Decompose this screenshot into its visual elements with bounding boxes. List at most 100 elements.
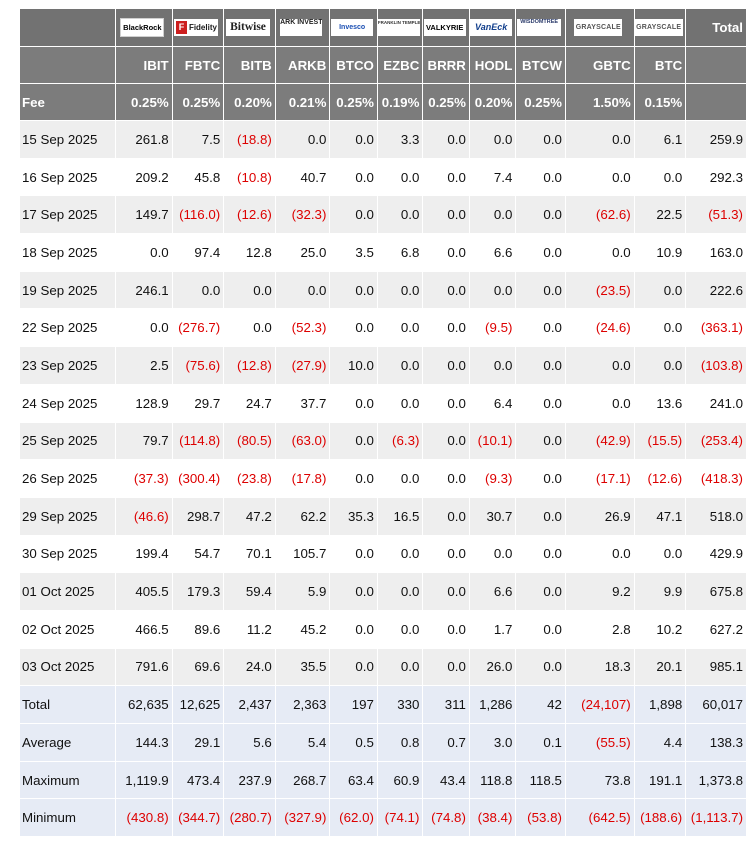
- logo-row-corner: [20, 9, 116, 46]
- flow-cell: 405.5: [116, 573, 172, 610]
- table-row: 19 Sep 2025 246.1 0.0 0.0 0.0 0.0 0.0 0.0 0.0 0.0…: [20, 271, 746, 309]
- flow-cell: 0.0: [330, 158, 377, 196]
- grayscale-gbtc-logo: GRAYSCALE: [574, 19, 623, 36]
- summary-cell: (327.9): [275, 799, 330, 837]
- flow-cell: 0.0: [330, 309, 377, 347]
- blackrock-logo: BlackRock: [120, 18, 165, 37]
- flow-cell: 0.0: [516, 610, 565, 648]
- flow-cell: 89.6: [172, 610, 224, 648]
- row-date: 18 Sep 2025: [20, 234, 116, 271]
- summary-label: Minimum: [20, 799, 116, 837]
- flow-cell: 0.0: [423, 422, 469, 460]
- ark-logo: ARK INVEST: [280, 19, 323, 36]
- table-row: 25 Sep 2025 79.7 (114.8) (80.5) (63.0) 0.0 (6.…: [20, 422, 746, 460]
- flow-cell: 29.7: [172, 384, 224, 422]
- table-row: 02 Oct 2025 466.5 89.6 11.2 45.2 0.0 0.0 0.0 1.7…: [20, 610, 746, 648]
- row-total-cell: (418.3): [686, 460, 746, 497]
- row-total-cell: 163.0: [686, 234, 746, 271]
- flow-cell: (9.3): [469, 460, 516, 497]
- ticker-header: HODL: [469, 47, 516, 83]
- flow-cell: 0.0: [423, 573, 469, 610]
- row-date: 17 Sep 2025: [20, 196, 116, 234]
- ticker-header: EZBC: [377, 47, 423, 83]
- flow-cell: 149.7: [116, 196, 172, 234]
- flow-cell: 0.0: [565, 535, 634, 573]
- summary-label: Maximum: [20, 761, 116, 799]
- row-total-cell: 292.3: [686, 158, 746, 196]
- flow-cell: 0.0: [516, 234, 565, 271]
- flow-cell: 6.6: [469, 573, 516, 610]
- grayscale-btc-logo: GRAYSCALE: [634, 19, 683, 36]
- fee-label: Fee: [20, 84, 116, 120]
- flow-cell: 30.7: [469, 497, 516, 535]
- flow-cell: 199.4: [116, 535, 172, 573]
- issuer-logo-cell: F Fidelity: [172, 9, 224, 46]
- fee-value: 0.19%: [377, 84, 423, 120]
- summary-cell: (430.8): [116, 799, 172, 837]
- flow-cell: 0.0: [224, 309, 275, 347]
- summary-cell: 1,373.8: [686, 761, 746, 799]
- issuer-logo-cell: BlackRock: [116, 9, 172, 46]
- flow-cell: 0.0: [330, 610, 377, 648]
- flow-cell: 0.0: [469, 271, 516, 309]
- flow-cell: 0.0: [377, 384, 423, 422]
- flow-cell: 18.3: [565, 648, 634, 686]
- issuer-logo-cell: Bitwise: [224, 9, 275, 46]
- summary-cell: 43.4: [423, 761, 469, 799]
- flow-cell: 0.0: [330, 196, 377, 234]
- summary-cell: 311: [423, 686, 469, 723]
- fee-value: 0.25%: [116, 84, 172, 120]
- flow-cell: 0.0: [377, 460, 423, 497]
- ticker-header: BITB: [224, 47, 275, 83]
- flow-cell: 45.2: [275, 610, 330, 648]
- flow-cell: 0.0: [634, 158, 686, 196]
- flow-cell: 12.8: [224, 234, 275, 271]
- summary-cell: 60.9: [377, 761, 423, 799]
- flow-cell: 7.4: [469, 158, 516, 196]
- row-date: 15 Sep 2025: [20, 121, 116, 158]
- table-row: 23 Sep 2025 2.5 (75.6) (12.8) (27.9) 10.0 0.0 0…: [20, 347, 746, 384]
- flow-cell: 0.0: [377, 573, 423, 610]
- flow-cell: 0.0: [565, 384, 634, 422]
- issuer-logo-cell: FRANKLIN TEMPLETON: [377, 9, 423, 46]
- flow-cell: 2.5: [116, 347, 172, 384]
- fee-value: 0.20%: [224, 84, 275, 120]
- flow-cell: 37.7: [275, 384, 330, 422]
- summary-cell: 1,119.9: [116, 761, 172, 799]
- flow-cell: 11.2: [224, 610, 275, 648]
- ticker-header: ARKB: [275, 47, 330, 83]
- flow-cell: 791.6: [116, 648, 172, 686]
- summary-cell: 12,625: [172, 686, 224, 723]
- flow-cell: 6.6: [469, 234, 516, 271]
- flow-cell: (23.8): [224, 460, 275, 497]
- issuer-logo-cell: Invesco: [330, 9, 377, 46]
- flow-cell: (27.9): [275, 347, 330, 384]
- flow-cell: (276.7): [172, 309, 224, 347]
- summary-cell: 62,635: [116, 686, 172, 723]
- flow-cell: (9.5): [469, 309, 516, 347]
- issuer-logo-cell: ARK INVEST: [275, 9, 330, 46]
- flow-cell: 10.0: [330, 347, 377, 384]
- flow-cell: 25.0: [275, 234, 330, 271]
- summary-cell: 42: [516, 686, 565, 723]
- summary-cell: 4.4: [634, 724, 686, 761]
- summary-cell: (24,107): [565, 686, 634, 723]
- flow-cell: 0.0: [634, 271, 686, 309]
- fee-value: 0.25%: [423, 84, 469, 120]
- table-row: 22 Sep 2025 0.0 (276.7) 0.0 (52.3) 0.0 0.0 0.0(…: [20, 309, 746, 347]
- summary-row: Total 62,635 12,625 2,437 2,363 197 330 311 1,28…: [20, 686, 746, 723]
- row-total-cell: 627.2: [686, 610, 746, 648]
- flow-cell: (80.5): [224, 422, 275, 460]
- flow-cell: (17.1): [565, 460, 634, 497]
- flow-cell: 0.0: [634, 347, 686, 384]
- table-row: 26 Sep 2025 (37.3) (300.4) (23.8) (17.8) 0.0 0…: [20, 460, 746, 497]
- flow-cell: (62.6): [565, 196, 634, 234]
- flow-cell: (17.8): [275, 460, 330, 497]
- flow-cell: 128.9: [116, 384, 172, 422]
- flow-cell: 62.2: [275, 497, 330, 535]
- row-date: 30 Sep 2025: [20, 535, 116, 573]
- flow-cell: 0.0: [423, 497, 469, 535]
- flow-cell: 0.0: [634, 535, 686, 573]
- summary-cell: 118.5: [516, 761, 565, 799]
- flow-cell: 0.0: [275, 271, 330, 309]
